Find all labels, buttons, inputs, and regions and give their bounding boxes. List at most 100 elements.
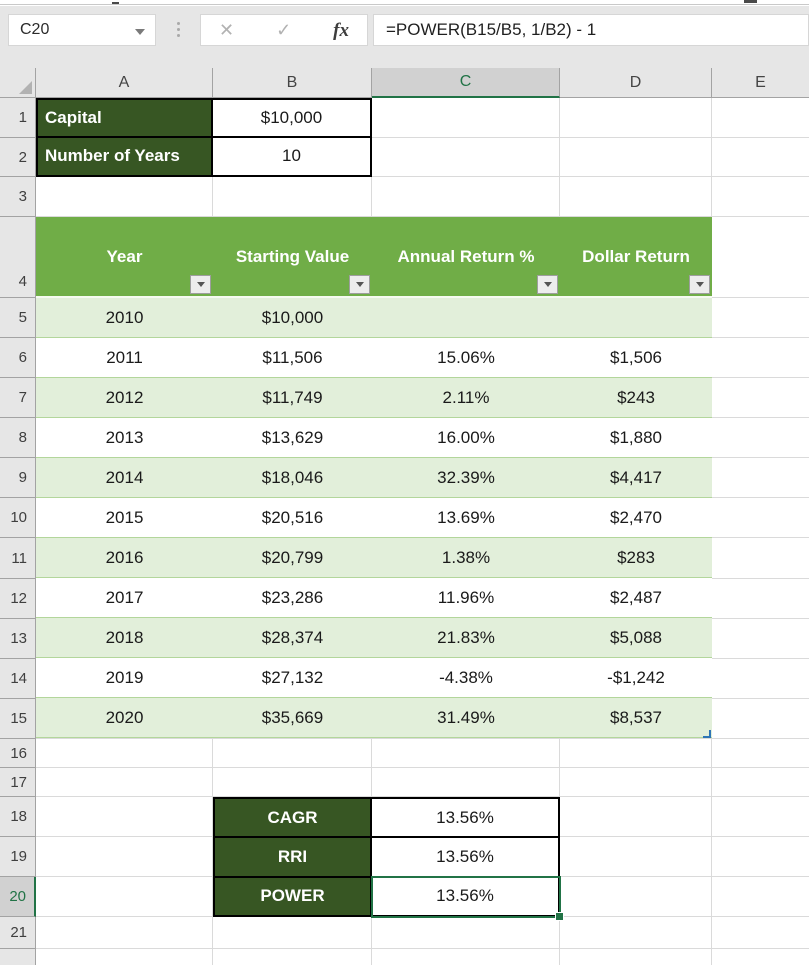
cell-C13[interactable]: 21.83% — [437, 627, 495, 647]
row-header-17[interactable]: 17 — [0, 768, 36, 797]
column-header-C[interactable]: C — [372, 68, 560, 98]
cell-B12[interactable]: $23,286 — [261, 587, 324, 607]
cell-D15[interactable]: $8,537 — [610, 707, 662, 727]
accept-icon[interactable]: ✓ — [276, 20, 292, 40]
cell-A15[interactable]: 2020 — [105, 707, 144, 727]
row-header-16[interactable]: 16 — [0, 739, 36, 768]
cell-C7[interactable]: 2.11% — [442, 387, 490, 407]
row-header-13[interactable]: 13 — [0, 619, 36, 659]
cell-B6[interactable]: $11,506 — [262, 347, 323, 367]
column-header-B[interactable]: B — [213, 68, 372, 98]
table-header-starting-value[interactable]: Starting Value — [235, 246, 350, 266]
filter-button-year[interactable] — [190, 275, 211, 294]
cell-B1[interactable]: $10,000 — [213, 100, 370, 138]
cell-A12[interactable]: 2017 — [105, 587, 144, 607]
cell-B18[interactable]: CAGR — [215, 799, 372, 839]
cell-B15[interactable]: $35,669 — [261, 707, 324, 727]
row-header-9[interactable]: 9 — [0, 458, 36, 498]
cancel-icon[interactable]: ✕ — [219, 20, 235, 40]
column-header-A[interactable]: A — [36, 68, 213, 98]
cell-C15[interactable]: 31.49% — [437, 707, 495, 727]
cell-C19[interactable]: 13.56% — [372, 838, 558, 878]
row-header-1[interactable]: 1 — [0, 98, 36, 138]
cell-A5[interactable]: 2010 — [105, 307, 144, 327]
cell-B8[interactable]: $13,629 — [261, 427, 324, 447]
cell-C18[interactable]: 13.56% — [372, 799, 558, 839]
row-header-2[interactable]: 2 — [0, 138, 36, 177]
cell-B10[interactable]: $20,516 — [261, 507, 324, 527]
row-header-3[interactable]: 3 — [0, 177, 36, 217]
cell-D14[interactable]: -$1,242 — [607, 667, 665, 687]
cell-D5[interactable] — [560, 298, 712, 337]
cell-B2[interactable]: 10 — [213, 137, 370, 175]
column-header-E[interactable]: E — [712, 68, 809, 98]
cell-A11[interactable]: 2016 — [105, 547, 144, 567]
cell-B19[interactable]: RRI — [215, 838, 372, 878]
cell-A7[interactable]: 2012 — [105, 387, 144, 407]
cell-B14[interactable]: $27,132 — [261, 667, 324, 687]
cell-D9[interactable]: $4,417 — [610, 467, 662, 487]
cell-C9[interactable]: 32.39% — [437, 467, 495, 487]
cell-D10[interactable]: $2,470 — [610, 507, 662, 527]
cell-D13[interactable]: $5,088 — [610, 627, 662, 647]
row-header-4[interactable]: 4 — [0, 217, 36, 298]
table-resize-handle[interactable] — [703, 730, 711, 738]
cell-B11[interactable]: $20,799 — [261, 547, 324, 567]
row-header-10[interactable]: 10 — [0, 498, 36, 538]
name-box[interactable]: C20 — [8, 14, 156, 46]
cell-C14[interactable]: -4.38% — [439, 667, 493, 687]
cell-A1[interactable]: Capital — [38, 100, 213, 138]
row-header-5[interactable]: 5 — [0, 298, 36, 338]
cell-B13[interactable]: $28,374 — [261, 627, 324, 647]
cell-C10[interactable]: 13.69% — [437, 507, 495, 527]
filter-button-starting-value[interactable] — [349, 275, 370, 294]
cell-A9[interactable]: 2014 — [105, 467, 144, 487]
cell-D8[interactable]: $1,880 — [610, 427, 662, 447]
filter-button-annual-return[interactable] — [537, 275, 558, 294]
row-header-20[interactable]: 20 — [0, 877, 36, 917]
table-row: 2019 $27,132 -4.38% -$1,242 — [36, 658, 712, 698]
active-cell-selection[interactable] — [371, 876, 564, 921]
cell-C5[interactable] — [372, 298, 560, 337]
row-header-19[interactable]: 19 — [0, 837, 36, 877]
cell-D7[interactable]: $243 — [617, 387, 655, 407]
fill-handle[interactable] — [555, 912, 564, 921]
row-header-6[interactable]: 6 — [0, 338, 36, 378]
chevron-down-icon[interactable] — [135, 29, 145, 35]
row-header-21[interactable]: 21 — [0, 917, 36, 949]
insert-function-icon[interactable]: fx — [333, 19, 349, 41]
cell-C11[interactable]: 1.38% — [441, 547, 491, 567]
cell-D11[interactable]: $283 — [617, 547, 655, 567]
cell-D12[interactable]: $2,487 — [610, 587, 662, 607]
row-header-15[interactable]: 15 — [0, 699, 36, 739]
cell-C20[interactable]: 13.56% — [372, 877, 558, 915]
cell-B7[interactable]: $11,749 — [262, 387, 323, 407]
filter-button-dollar-return[interactable] — [689, 275, 710, 294]
row-header-11[interactable]: 11 — [0, 538, 36, 579]
cell-C8[interactable]: 16.00% — [437, 427, 495, 447]
cell-B9[interactable]: $18,046 — [261, 467, 324, 487]
cell-C6[interactable]: 15.06% — [437, 347, 495, 367]
select-all-corner[interactable] — [0, 68, 36, 98]
table-header-year[interactable]: Year — [106, 246, 143, 266]
cell-A14[interactable]: 2019 — [105, 667, 144, 687]
table-header-dollar-return[interactable]: Dollar Return — [582, 246, 690, 266]
row-header-22-partial[interactable] — [0, 949, 36, 965]
cell-A13[interactable]: 2018 — [105, 627, 144, 647]
column-header-D[interactable]: D — [560, 68, 712, 98]
row-header-18[interactable]: 18 — [0, 797, 36, 837]
cell-B20[interactable]: POWER — [215, 877, 372, 915]
row-header-7[interactable]: 7 — [0, 378, 36, 418]
cell-A10[interactable]: 2015 — [105, 507, 144, 527]
cell-A8[interactable]: 2013 — [105, 427, 144, 447]
cell-C12[interactable]: 11.96% — [437, 587, 495, 607]
formula-input[interactable]: =POWER(B15/B5, 1/B2) - 1 — [373, 14, 809, 46]
row-header-14[interactable]: 14 — [0, 659, 36, 699]
table-header-annual-return[interactable]: Annual Return % — [397, 246, 535, 266]
row-header-12[interactable]: 12 — [0, 579, 36, 619]
cell-D6[interactable]: $1,506 — [610, 347, 662, 367]
cell-B5[interactable]: $10,000 — [261, 307, 324, 327]
row-header-8[interactable]: 8 — [0, 418, 36, 458]
cell-A6[interactable]: 2011 — [106, 347, 143, 367]
cell-A2[interactable]: Number of Years — [38, 137, 213, 175]
